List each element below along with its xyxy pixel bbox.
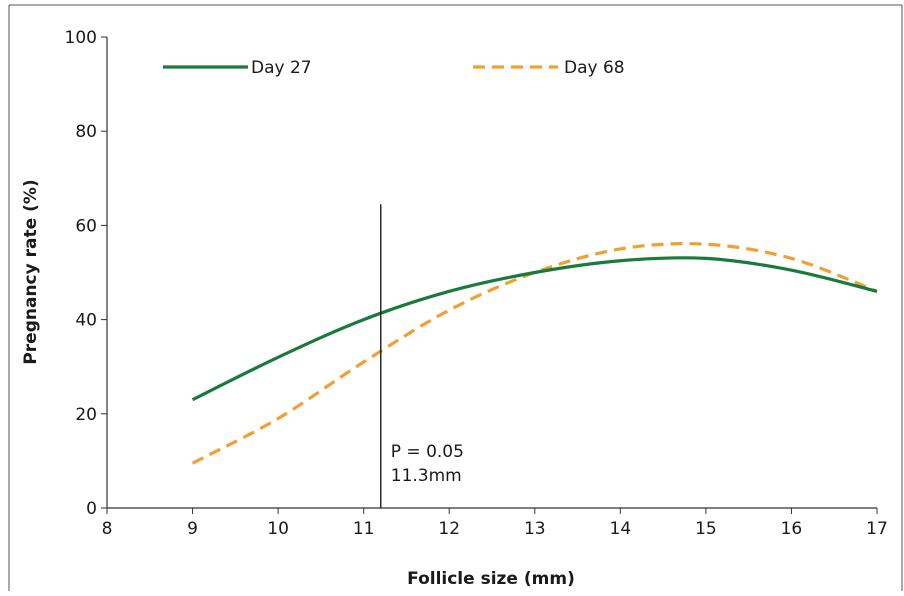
x-tick-label: 11: [353, 519, 375, 539]
y-axis-title: Pregnancy rate (%): [21, 179, 41, 364]
series-group: [191, 242, 878, 465]
annotation-text: P = 0.05: [391, 442, 464, 462]
series-line-day-68: [191, 242, 878, 465]
y-tick-label: 40: [75, 311, 97, 331]
x-tick-label: 13: [524, 519, 546, 539]
series-line-day-27: [191, 256, 878, 402]
x-axis-title: Follicle size (mm): [407, 569, 575, 589]
x-tick-label: 16: [781, 519, 803, 539]
y-tick-label: 80: [75, 122, 97, 142]
x-tick-label: 9: [187, 519, 198, 539]
y-tick-label: 0: [86, 499, 97, 519]
legend-label-day-68: Day 68: [564, 58, 625, 78]
x-tick-label: 17: [866, 519, 888, 539]
x-tick-label: 12: [438, 519, 460, 539]
x-tick-label: 8: [102, 519, 113, 539]
legend: Day 27 Day 68: [163, 58, 625, 78]
axes-group: 8 9 10 11 12 13 14 15 16 17 0 20 40 60 80 100: [65, 28, 888, 539]
x-tick-label: 15: [695, 519, 717, 539]
x-tick-label: 14: [610, 519, 632, 539]
legend-label-day-27: Day 27: [251, 58, 312, 78]
x-tick-label: 10: [267, 519, 289, 539]
y-tick-label: 60: [75, 216, 97, 236]
y-tick-label: 100: [65, 28, 97, 48]
y-tick-label: 20: [75, 405, 97, 425]
annotation-text: 11.3mm: [391, 466, 462, 486]
annotation-group: P = 0.05 11.3mm: [380, 204, 464, 508]
